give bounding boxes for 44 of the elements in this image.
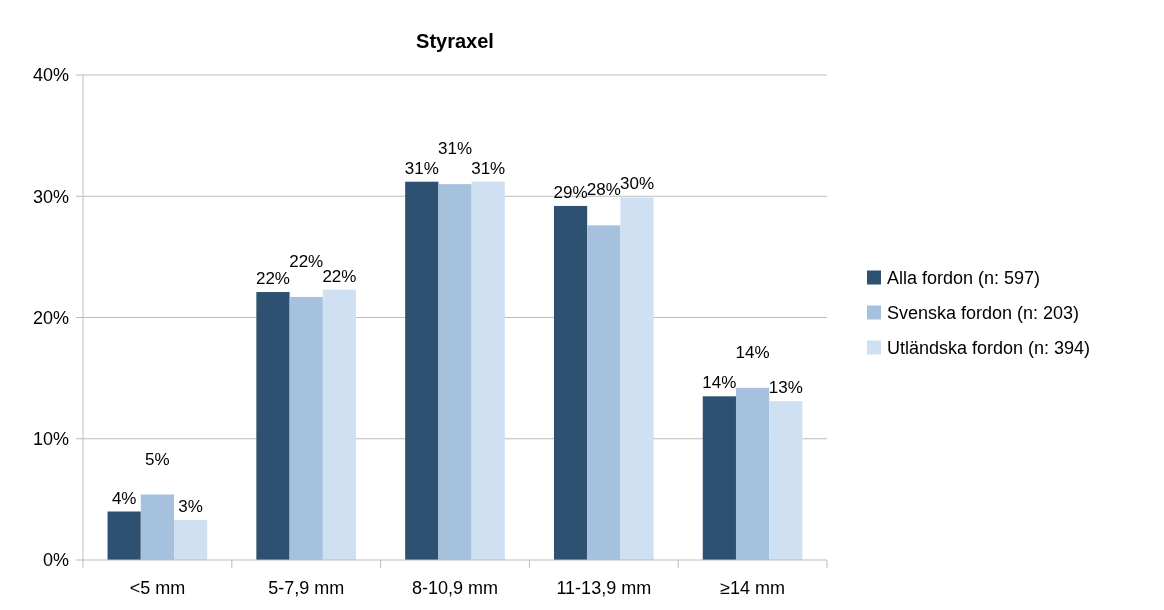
x-tick-label: 8-10,9 mm	[411, 578, 499, 598]
data-label: 4%	[111, 488, 137, 508]
bar	[140, 494, 175, 560]
y-tick-label: 10%	[32, 429, 69, 450]
x-tick-label: 11-13,9 mm	[556, 578, 652, 598]
data-label: 31%	[437, 139, 473, 159]
bar	[107, 511, 141, 560]
x-tick-label: <5 mm	[129, 578, 186, 598]
data-label: 5%	[145, 449, 170, 469]
data-label: 13%	[768, 378, 803, 398]
data-label: 14%	[702, 373, 737, 393]
y-tick-label: 30%	[32, 186, 69, 207]
bar	[174, 519, 208, 560]
legend-label: Svenska fordon (n: 203)	[887, 302, 1080, 323]
bar	[256, 292, 290, 560]
data-label: 30%	[620, 174, 655, 194]
bar	[289, 296, 323, 560]
data-label: 22%	[289, 251, 324, 271]
data-label: 29%	[553, 182, 588, 202]
data-label: 14%	[735, 342, 770, 362]
y-tick-label: 40%	[32, 65, 69, 86]
bar	[471, 181, 505, 560]
y-tick-label: 20%	[32, 307, 69, 328]
bar	[405, 181, 439, 560]
y-tick-label: 0%	[42, 550, 69, 571]
bar	[438, 184, 472, 560]
legend-label: Utländska fordon (n: 394)	[887, 337, 1091, 358]
x-tick-label: ≥14 mm	[720, 578, 786, 598]
data-label: 31%	[471, 158, 506, 178]
data-label: 31%	[404, 158, 439, 178]
bar	[702, 396, 736, 560]
bar	[553, 205, 588, 560]
legend-label: Alla fordon (n: 597)	[887, 267, 1041, 288]
data-label: 22%	[255, 269, 290, 289]
bar	[322, 289, 357, 560]
data-label: 28%	[586, 180, 621, 200]
bar	[620, 197, 654, 560]
bar	[735, 387, 770, 560]
chart-title: Styraxel	[416, 30, 494, 52]
data-label: 22%	[322, 266, 357, 286]
bar	[587, 225, 621, 560]
x-tick-label: 5-7,9 mm	[268, 578, 345, 598]
bar	[769, 401, 803, 560]
data-label: 3%	[178, 496, 203, 516]
